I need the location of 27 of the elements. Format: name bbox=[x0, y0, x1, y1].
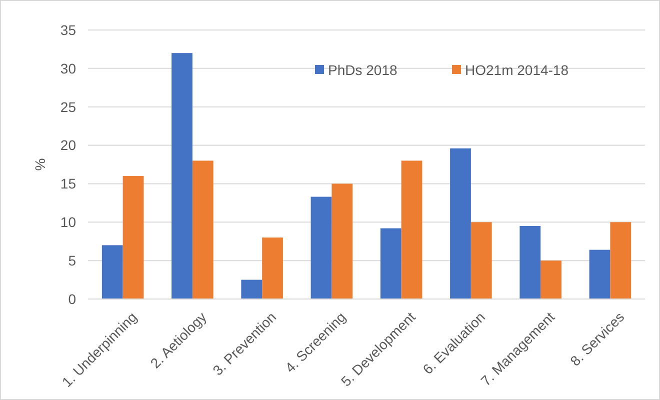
legend-label: HO21m 2014-18 bbox=[465, 62, 569, 78]
bar bbox=[262, 238, 283, 299]
bar bbox=[172, 53, 192, 299]
bar bbox=[520, 226, 541, 299]
y-tick-label: 30 bbox=[60, 60, 76, 76]
y-axis-title: % bbox=[32, 158, 48, 171]
bar bbox=[589, 250, 610, 299]
bar bbox=[122, 176, 144, 299]
bar bbox=[470, 222, 492, 299]
bar bbox=[401, 160, 422, 299]
bar bbox=[192, 160, 214, 299]
bar bbox=[450, 148, 471, 299]
bar bbox=[102, 245, 123, 299]
y-tick-label: 25 bbox=[60, 98, 76, 115]
bar bbox=[380, 228, 402, 299]
y-tick-label: 20 bbox=[60, 137, 76, 154]
y-tick-label: 5 bbox=[68, 252, 76, 268]
y-tick-label: 15 bbox=[60, 176, 76, 192]
legend-label: PhDs 2018 bbox=[328, 62, 398, 78]
bar bbox=[610, 222, 632, 299]
bar bbox=[241, 280, 262, 299]
y-tick-label: 0 bbox=[68, 290, 76, 307]
bar bbox=[540, 260, 562, 299]
bar bbox=[310, 196, 332, 299]
bar bbox=[332, 184, 353, 299]
y-tick-label: 35 bbox=[60, 22, 76, 38]
y-tick-label: 10 bbox=[60, 214, 76, 230]
